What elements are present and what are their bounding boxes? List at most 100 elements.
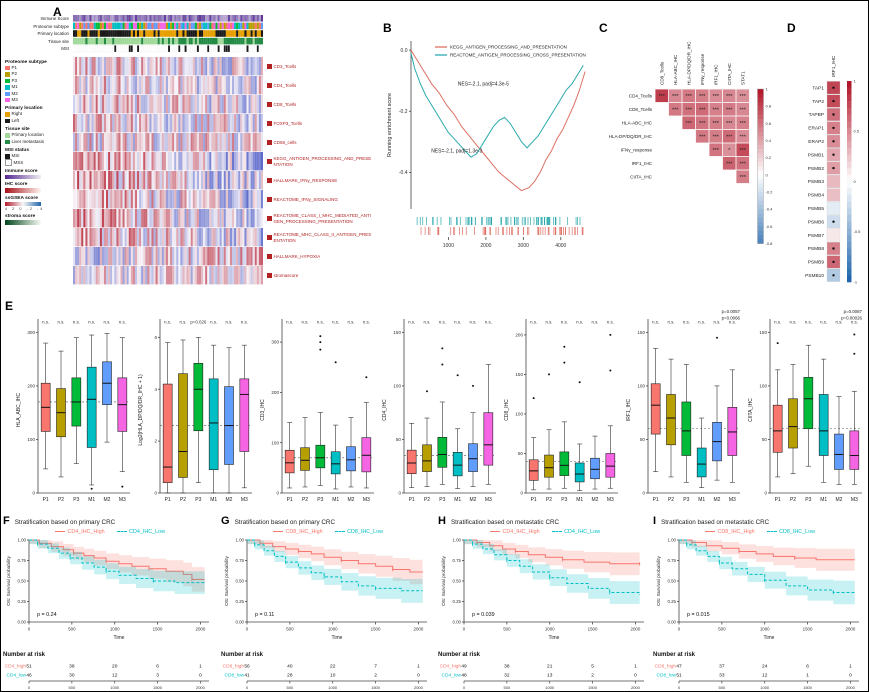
km-legend-key-icon: [766, 531, 777, 532]
row-marker-icon: [267, 197, 272, 202]
svg-text:n.s.: n.s.: [729, 320, 736, 325]
svg-text:0.25: 0.25: [667, 599, 676, 604]
boxplot-CD3_IHC: 0 100 200 300 n.s. P1 n.s. P2 n.s. P3 n.s. M1 n.s. M2…: [260, 319, 374, 503]
heatmap-row-label: REACTOME_IFNy_SIGNALING: [267, 190, 375, 209]
svg-text:P1: P1: [409, 497, 415, 503]
svg-text:0.2: 0.2: [766, 155, 772, 160]
svg-text:M3: M3: [851, 497, 858, 503]
annotation-track-label: MSI: [61, 46, 69, 52]
svg-text:P3: P3: [195, 497, 201, 503]
svg-text:P3: P3: [73, 497, 79, 503]
svg-text:1000: 1000: [545, 627, 555, 632]
risk-table: CD8_high 47 37 24 6 1 CD8_low 51 33 12 1 0 0 500 1000 1…: [655, 664, 859, 690]
svg-text:0: 0: [766, 172, 769, 177]
svg-text:500: 500: [503, 627, 511, 632]
svg-text:ERAP2: ERAP2: [808, 139, 824, 145]
svg-text:***: ***: [740, 134, 747, 140]
svg-text:0: 0: [463, 685, 466, 690]
svg-text:P1: P1: [165, 497, 171, 503]
svg-text:40: 40: [287, 664, 293, 670]
risk-table: CD4_high 49 38 21 5 1 CD4_low 48 32 13 2 0 0 500 1000 1…: [440, 664, 644, 690]
heatmap-row-label: CD3_Tcells: [267, 57, 375, 76]
legend-gradient-bar: [5, 220, 41, 225]
boxplot-Log2(HLA_DP/DQ/DR_IHC + 1): 0 2 4 6 n.s. P1 n.s. P2 p=0.026 P3 n.s. M1 n.s. M2 n.s…: [138, 319, 252, 503]
svg-text:4000: 4000: [555, 243, 566, 249]
svg-text:***: ***: [713, 121, 720, 127]
panel-g: G Stratification based on primary CRC CD…: [221, 515, 435, 691]
svg-text:p = 0.24: p = 0.24: [37, 612, 57, 618]
svg-text:M3: M3: [241, 497, 248, 503]
svg-text:M1: M1: [332, 497, 339, 503]
panel-c-label: C: [599, 21, 608, 35]
svg-text:1.00: 1.00: [17, 538, 26, 543]
row-marker-icon: [267, 235, 272, 240]
svg-text:500: 500: [287, 685, 294, 690]
svg-text:30: 30: [69, 673, 75, 679]
svg-text:n.s.: n.s.: [576, 320, 583, 325]
correlation-matrix: CD8_Tcells HLA-ABC_IHC HLA-DP/DQ/DR_IHC IFN…: [609, 41, 774, 246]
svg-text:M2: M2: [226, 497, 233, 503]
svg-text:CD4_IHC: CD4_IHC: [382, 399, 388, 421]
svg-text:100: 100: [271, 440, 279, 445]
svg-text:PSMB10: PSMB10: [805, 273, 824, 279]
svg-text:CD4_Tcells: CD4_Tcells: [629, 93, 653, 98]
km-legend-key-icon: [704, 531, 715, 532]
svg-text:CD4_high: CD4_high: [5, 664, 27, 670]
svg-text:***: ***: [699, 107, 706, 113]
svg-text:0.00: 0.00: [452, 620, 461, 625]
heatmap-row-label: FOXP3_Tcells: [267, 114, 375, 133]
svg-text:0: 0: [154, 491, 157, 496]
svg-text:CD8_high: CD8_high: [223, 664, 245, 670]
svg-text:Log2(HLA_DP/DQ/DR_IHC + 1): Log2(HLA_DP/DQ/DR_IHC + 1): [138, 374, 144, 446]
svg-text:2000: 2000: [846, 627, 856, 632]
svg-text:0: 0: [398, 491, 401, 496]
svg-text:n.s.: n.s.: [317, 320, 324, 325]
boxplot-IRF1_IHC: 0 50 100 150 n.s. P1 n.s. P2 n.s. P3 n.s. M1 n.s. M2 n…: [626, 309, 741, 503]
svg-text:n.s.: n.s.: [119, 320, 126, 325]
svg-text:300: 300: [27, 330, 35, 335]
svg-text:***: ***: [740, 161, 747, 167]
svg-text:51: 51: [26, 664, 32, 670]
svg-text:0.25: 0.25: [17, 599, 26, 604]
svg-text:0.75: 0.75: [452, 558, 461, 563]
panel-h-header: H Stratification based on metastatic CRC: [438, 515, 652, 527]
svg-text:22: 22: [330, 664, 336, 670]
svg-text:200: 200: [515, 333, 523, 338]
svg-text:OS: Survival probability: OS: Survival probability: [6, 555, 12, 605]
row-marker-icon: [267, 159, 272, 164]
svg-text:***: ***: [699, 121, 706, 127]
svg-text:500: 500: [504, 685, 511, 690]
svg-text:n.s.: n.s.: [683, 320, 690, 325]
svg-text:500: 500: [68, 627, 76, 632]
svg-text:1000: 1000: [328, 627, 338, 632]
svg-text:0: 0: [28, 627, 31, 632]
svg-text:***: ***: [699, 134, 706, 140]
svg-text:***: ***: [726, 107, 733, 113]
svg-text:-0.4: -0.4: [399, 170, 408, 176]
svg-text:***: ***: [659, 94, 666, 100]
legend-item: Primary location: [5, 132, 69, 138]
svg-text:***: ***: [713, 134, 720, 140]
svg-text:500: 500: [286, 627, 294, 632]
svg-text:51: 51: [676, 673, 682, 679]
svg-text:M2: M2: [714, 497, 721, 503]
svg-text:***: ***: [713, 148, 720, 154]
svg-text:P1: P1: [43, 497, 49, 503]
svg-text:0.0: 0.0: [401, 48, 408, 54]
svg-text:TAP1: TAP1: [812, 85, 824, 91]
svg-text:1000: 1000: [545, 685, 555, 690]
svg-text:1000: 1000: [443, 243, 454, 249]
svg-text:24: 24: [762, 664, 768, 670]
svg-text:P3: P3: [561, 497, 567, 503]
risk-table-title: Number at risk: [221, 652, 264, 658]
svg-text:HLA_ABC_IHC: HLA_ABC_IHC: [16, 393, 22, 428]
svg-text:***: ***: [726, 94, 733, 100]
svg-text:IRF1_IHC: IRF1_IHC: [626, 399, 632, 422]
svg-text:10: 10: [330, 673, 336, 679]
panel-e: E 0 100 200 300 n.s. P1 n.s. P2 n.s. P3 n.s. M1 n.s.…: [3, 299, 868, 511]
svg-text:100: 100: [637, 384, 645, 389]
svg-text:3: 3: [156, 673, 159, 679]
svg-text:***: ***: [740, 107, 747, 113]
legend-item: M2: [5, 91, 69, 97]
